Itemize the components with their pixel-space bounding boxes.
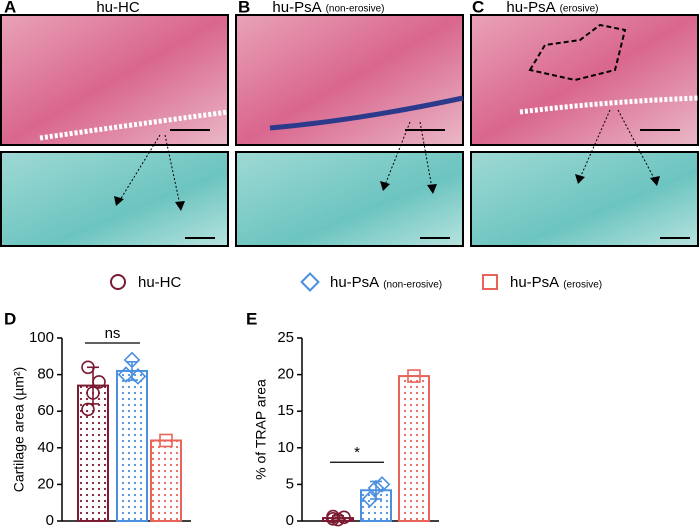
image <box>235 151 464 247</box>
legend-marker <box>482 274 498 290</box>
panel-letter: C <box>472 0 484 16</box>
data-point <box>81 402 95 417</box>
y-tick-label: 100 <box>29 329 54 346</box>
image <box>235 14 464 146</box>
data-point <box>407 369 421 383</box>
y-tick-label: 25 <box>277 329 294 346</box>
arrows <box>119 109 656 206</box>
legend-label: hu-HC <box>138 274 182 291</box>
data-point <box>367 479 385 497</box>
panel-title: hu-PsA <box>272 0 321 16</box>
panel-letter: E <box>246 309 257 328</box>
data-point <box>123 351 141 369</box>
bar <box>398 375 430 522</box>
bar <box>77 384 109 522</box>
y-axis-label: % of TRAP area <box>253 379 269 480</box>
legend-label: hu-PsA <box>330 274 379 291</box>
y-tick-label: 20 <box>277 366 294 383</box>
arrow-heads <box>114 174 660 211</box>
data-point <box>361 490 379 508</box>
image <box>470 14 699 146</box>
y-tick-label: 0 <box>46 512 54 528</box>
y-tick-label: 20 <box>37 475 54 492</box>
panel-title: hu-HC <box>96 0 140 16</box>
data-point <box>129 368 147 385</box>
y-tick-label: 10 <box>277 439 294 456</box>
panel-title: hu-PsA <box>506 0 555 16</box>
y-axis-label: Cartilage area (µm²) <box>11 367 27 493</box>
legend-sublabel: (non-erosive) <box>383 280 442 291</box>
data-point <box>337 510 351 525</box>
y-tick-label: 0 <box>286 512 294 528</box>
image <box>470 151 699 247</box>
annotation: * <box>354 444 360 461</box>
scale-bars <box>170 129 690 239</box>
data-point <box>92 375 106 389</box>
bar <box>150 439 182 523</box>
cartilage-lines <box>39 23 699 141</box>
data-point <box>81 360 95 375</box>
panel-letter: B <box>238 0 250 16</box>
panel-letter: D <box>4 309 16 328</box>
legend-sublabel: (erosive) <box>563 280 602 291</box>
y-tick-label: 40 <box>37 439 54 456</box>
bar <box>116 369 148 522</box>
data-point <box>159 433 173 448</box>
y-tick-label: 60 <box>37 402 54 419</box>
legend-marker <box>110 274 126 290</box>
data-point <box>373 476 391 493</box>
histology-images <box>0 14 699 247</box>
panel-subtitle: (non-erosive) <box>326 4 385 15</box>
legend-label: hu-PsA <box>510 274 559 291</box>
legend: hu-HC hu-PsA (non-erosive) hu-PsA (erosive) <box>110 272 602 292</box>
data-point <box>326 509 340 524</box>
y-tick-label: 80 <box>37 366 54 383</box>
data-point <box>86 386 100 400</box>
y-tick-label: 5 <box>286 475 294 492</box>
panel-subtitle: (erosive) <box>560 4 599 15</box>
image <box>0 151 229 247</box>
annotation: ns <box>105 325 121 342</box>
panel-letter: A <box>4 0 16 16</box>
data-point <box>117 366 135 383</box>
y-tick-label: 15 <box>277 402 294 419</box>
image <box>0 14 229 146</box>
legend-marker <box>300 272 320 292</box>
